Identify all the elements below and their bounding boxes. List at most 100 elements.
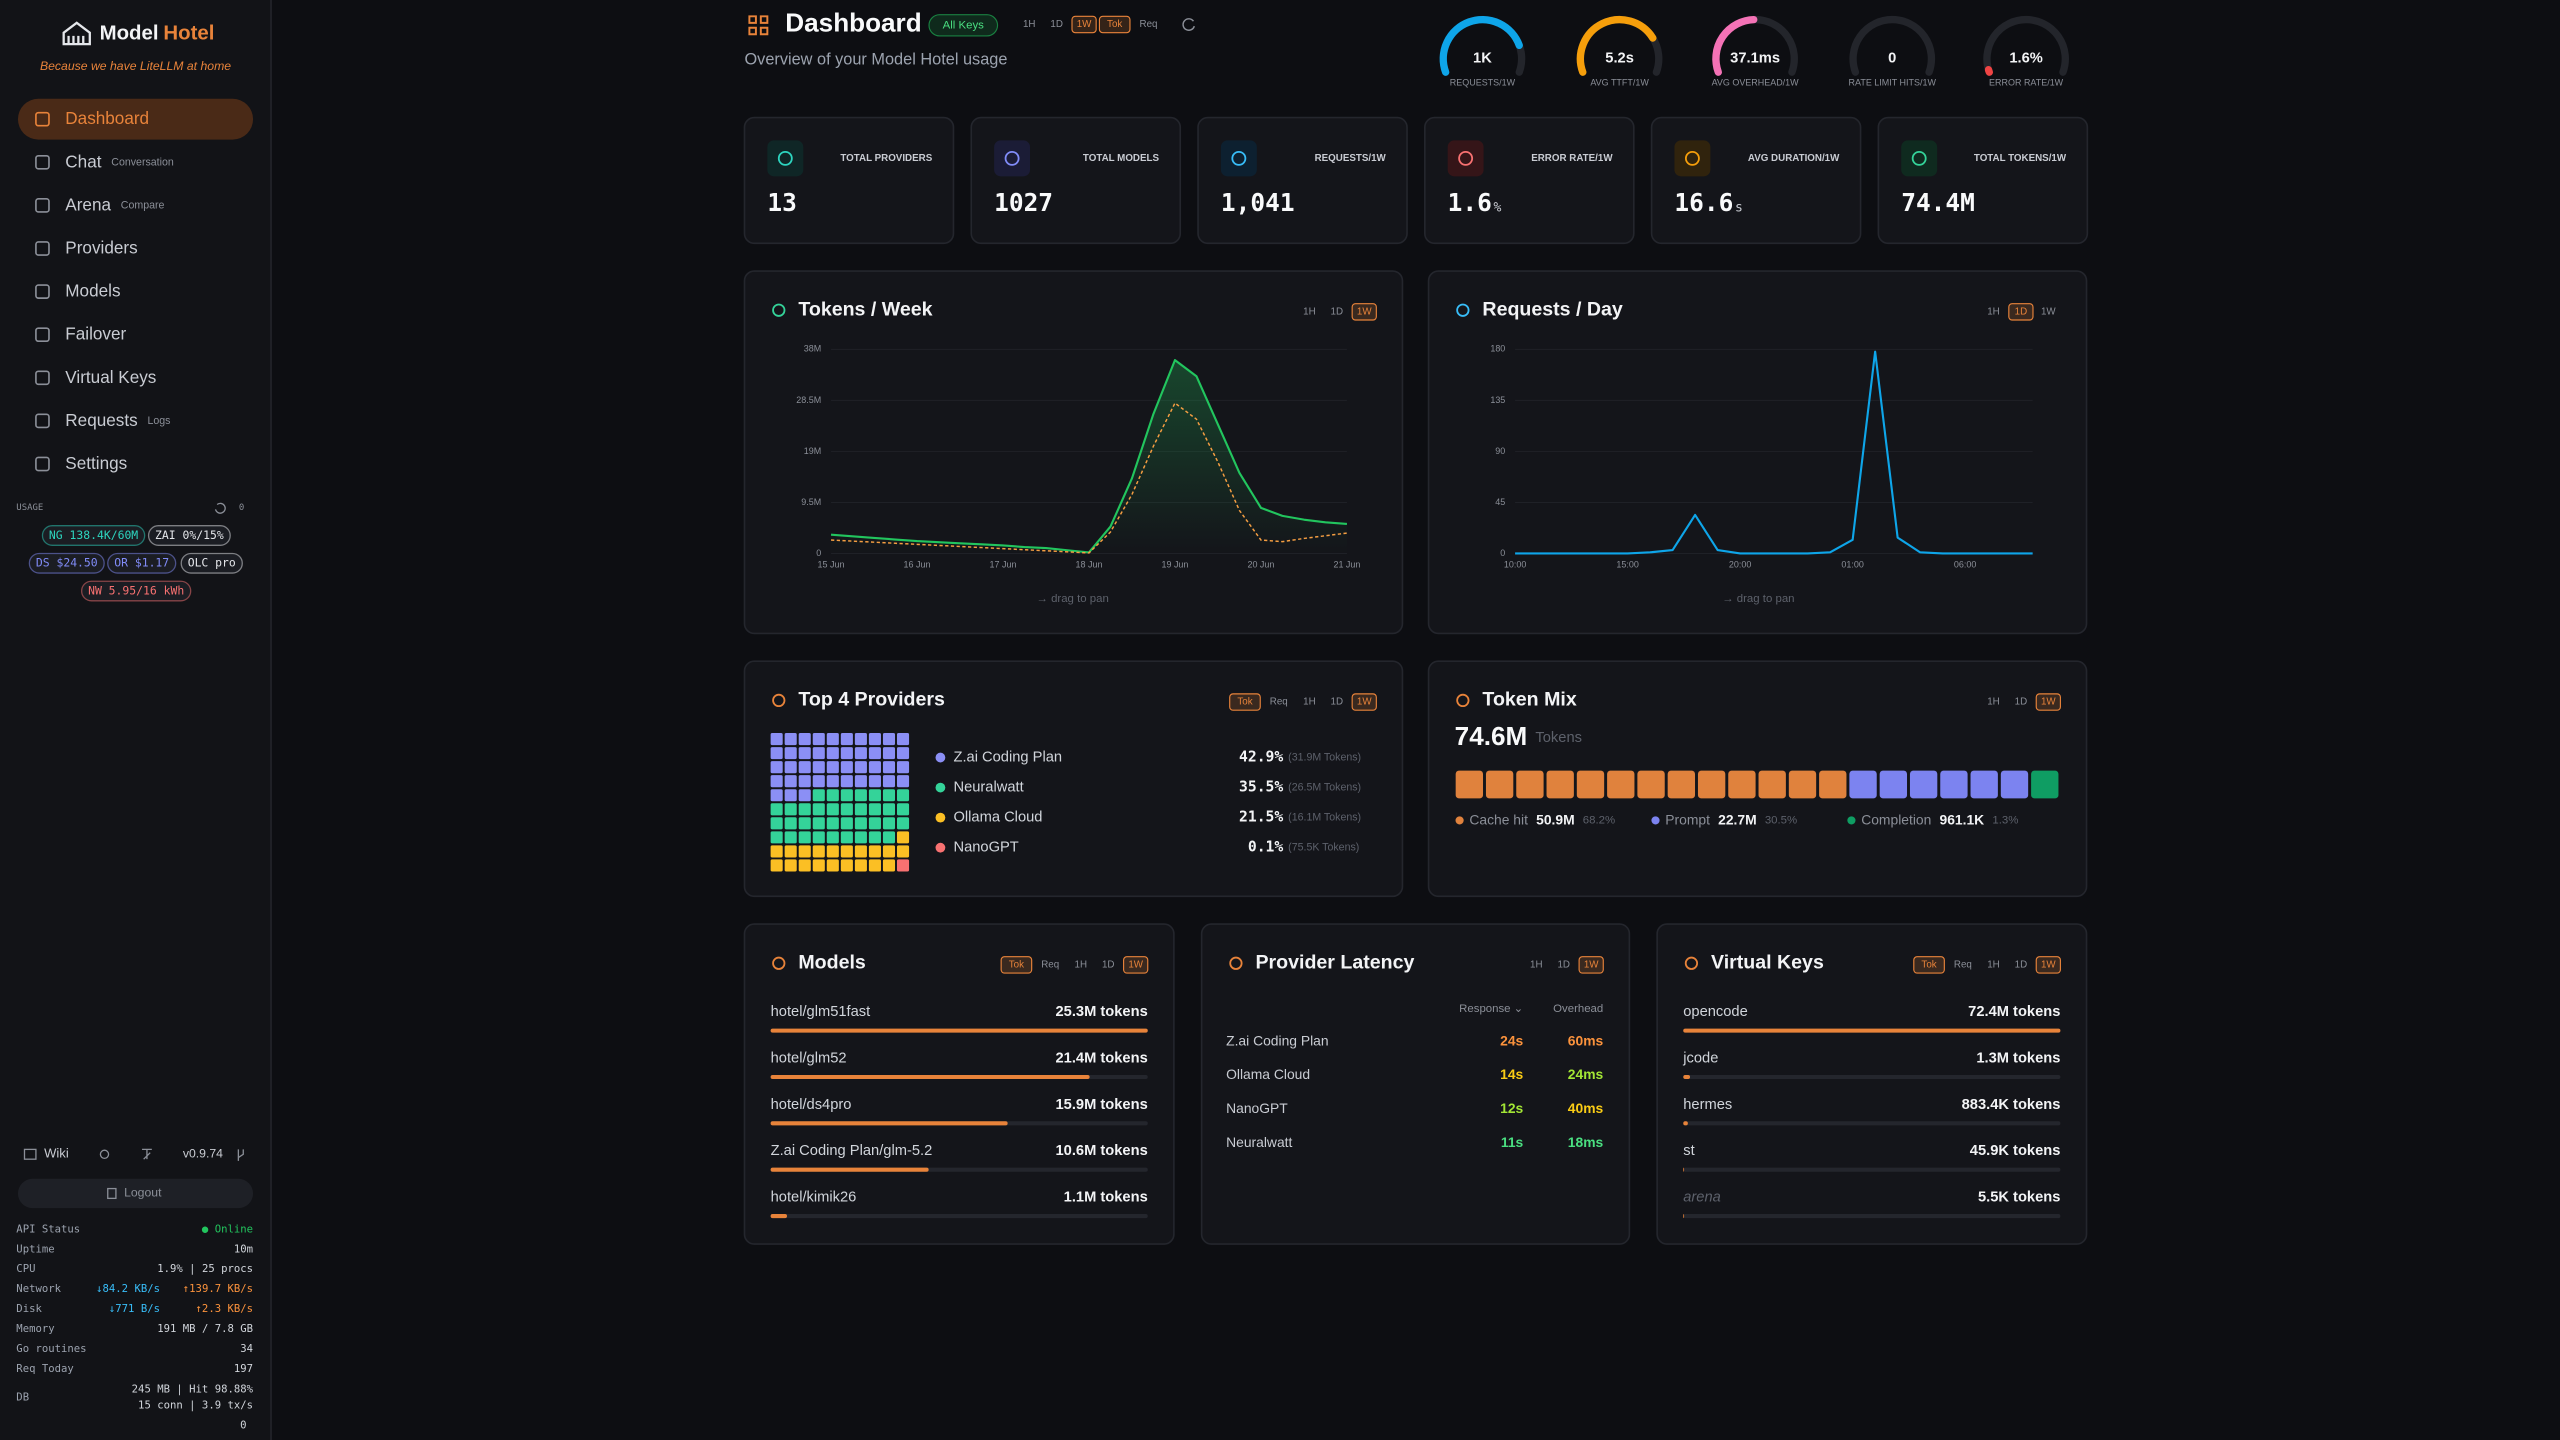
range-pill-active[interactable]	[1578, 956, 1604, 974]
stat-unit: s	[1735, 200, 1743, 215]
panel-title: Models	[798, 951, 866, 973]
status-value: 0	[240, 1418, 246, 1431]
range-option[interactable]: Req	[1954, 959, 1972, 970]
mix-legend: Prompt 22.7M 30.5%	[1665, 811, 1797, 827]
row-name: hotel/glm52	[771, 1050, 847, 1066]
range-pill-active[interactable]	[1351, 303, 1377, 321]
provider-share: 42.9%	[1239, 749, 1283, 766]
y-tick-label: 135	[1490, 395, 1505, 405]
range-option[interactable]: 1W	[2041, 306, 2056, 317]
range-option[interactable]: Req	[1270, 697, 1288, 708]
refresh-icon[interactable]	[1182, 18, 1195, 31]
latency-provider: Neuralwatt	[1226, 1134, 1292, 1150]
range-option[interactable]: 1D	[2015, 697, 2028, 708]
nav-item[interactable]: Virtual Keys	[65, 366, 156, 386]
range-option[interactable]: 1D	[2015, 959, 2028, 970]
mix-amount: 50.9M	[1536, 811, 1575, 827]
range-option[interactable]: 1H	[1987, 306, 2000, 317]
wiki-link[interactable]: Wiki	[44, 1146, 69, 1161]
usage-badge	[147, 525, 231, 546]
waffle-cell	[840, 747, 853, 760]
range-option[interactable]: 1H	[1987, 959, 2000, 970]
range-option[interactable]: 1W	[2041, 959, 2056, 970]
range-option[interactable]: 1W	[1357, 697, 1372, 708]
range-option[interactable]: 1H	[1303, 306, 1316, 317]
nav-item[interactable]: Providers	[65, 237, 137, 257]
range-option[interactable]: 1W	[1357, 306, 1372, 317]
range-option[interactable]: 1D	[1102, 959, 1115, 970]
waffle-cell	[826, 789, 839, 802]
column-header[interactable]: Response ⌄	[1459, 1003, 1523, 1015]
refresh-icon[interactable]	[214, 502, 226, 514]
range-option[interactable]: 1D	[1557, 959, 1570, 970]
mix-unit: Tokens	[1535, 730, 1582, 746]
nav-item[interactable]: Settings	[65, 453, 127, 473]
range-option[interactable]: 1H	[1303, 697, 1316, 708]
range-pill-active[interactable]	[1229, 693, 1261, 711]
status-value: 245 MB | Hit 98.88%	[132, 1382, 254, 1395]
nav-item[interactable]: Arena Compare	[65, 194, 164, 214]
nav-item[interactable]: Requests Logs	[65, 409, 170, 429]
range-pill-active[interactable]	[2008, 303, 2034, 321]
range-option[interactable]: Tok	[1921, 959, 1936, 970]
row-name: hotel/glm51fast	[771, 1004, 871, 1020]
range-pill-active[interactable]	[2035, 956, 2061, 974]
pan-hint: → drag to pan	[1037, 593, 1109, 605]
range-option[interactable]: Tok	[1237, 697, 1252, 708]
panel	[1427, 270, 2088, 635]
key-filter[interactable]	[928, 14, 999, 37]
key-filter-label[interactable]: All Keys	[943, 19, 984, 31]
range-pill-active[interactable]	[1913, 956, 1945, 974]
nav-label: Dashboard	[65, 108, 149, 128]
nav-item[interactable]: Dashboard	[65, 108, 149, 128]
bar	[1683, 1167, 1685, 1172]
range-option[interactable]: 1W	[1077, 19, 1092, 30]
x-tick-label: 19 Jun	[1161, 559, 1188, 569]
range-option[interactable]: 1W	[2041, 697, 2056, 708]
range-option[interactable]: 1D	[2015, 306, 2028, 317]
range-option[interactable]: 1D	[1050, 19, 1063, 30]
waffle-cell	[840, 789, 853, 802]
latency-overhead: 40ms	[1568, 1100, 1604, 1116]
stat-card	[1877, 116, 2089, 245]
y-tick-label: 0	[1500, 548, 1505, 558]
panel	[743, 923, 1175, 1245]
logout-button[interactable]	[17, 1178, 254, 1209]
logout-label[interactable]: Logout	[124, 1186, 162, 1200]
range-option[interactable]: 1H	[1075, 959, 1088, 970]
column-header[interactable]: Overhead	[1553, 1003, 1603, 1015]
range-option[interactable]: Tok	[1009, 959, 1024, 970]
range-option[interactable]: 1H	[1987, 697, 2000, 708]
waffle-cell	[798, 733, 811, 746]
gauge-track	[1849, 15, 1936, 76]
range-pill-active[interactable]	[1123, 956, 1149, 974]
range-option[interactable]: 1H	[1530, 959, 1543, 970]
nav-item[interactable]: Chat Conversation	[65, 151, 174, 171]
range-option[interactable]: Tok	[1107, 19, 1122, 30]
stat-value: 74.4M	[1901, 188, 1975, 217]
range-option[interactable]: 1H	[1023, 19, 1036, 30]
range-pill-active[interactable]	[1098, 15, 1131, 34]
range-pill-active[interactable]	[2035, 693, 2061, 711]
range-option[interactable]: 1W	[1128, 959, 1143, 970]
panel-icon	[1456, 693, 1470, 708]
waffle-cell	[770, 747, 783, 760]
status-value: 10m	[234, 1242, 253, 1255]
waffle-cell	[812, 747, 825, 760]
range-option[interactable]: 1D	[1331, 697, 1344, 708]
range-option[interactable]: Req	[1140, 19, 1158, 30]
range-pill-active[interactable]	[1071, 15, 1097, 34]
range-option[interactable]: 1D	[1331, 306, 1344, 317]
y-tick-label: 9.5M	[801, 497, 821, 507]
nav-item[interactable]: Models	[65, 280, 120, 300]
language-icon[interactable]	[142, 1148, 152, 1160]
waffle-cell	[882, 733, 896, 746]
range-option[interactable]: 1W	[1584, 959, 1599, 970]
range-option[interactable]: Req	[1041, 959, 1059, 970]
range-pill-active[interactable]	[1000, 956, 1033, 974]
status-value: 15 conn | 3.9 tx/s	[138, 1399, 253, 1412]
nav-item[interactable]: Failover	[65, 323, 126, 343]
waffle-cell	[854, 789, 867, 802]
range-pill-active[interactable]	[1351, 693, 1377, 711]
theme-icon[interactable]	[99, 1149, 110, 1160]
